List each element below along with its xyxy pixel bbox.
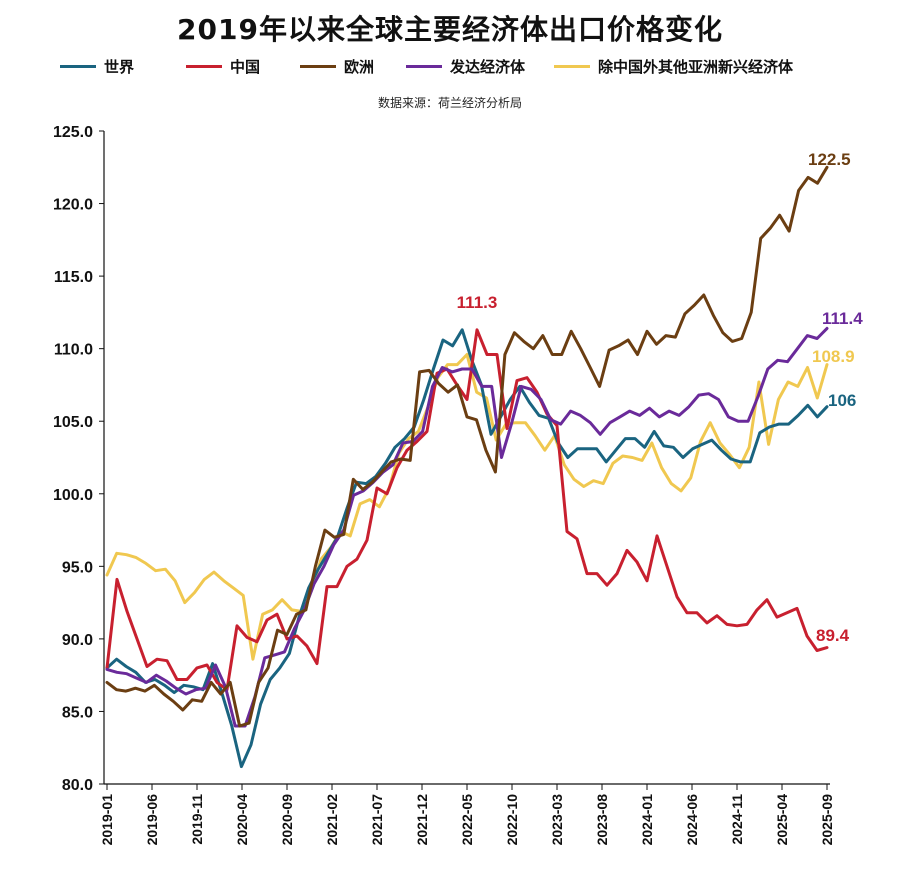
x-tick-label: 2019-06 (144, 794, 160, 846)
x-tick-label: 2020-09 (279, 794, 295, 846)
series-line-world (105, 328, 829, 769)
x-tick-label: 2024-11 (729, 794, 745, 845)
legend-label-europe: 欧洲 (344, 58, 375, 76)
x-tick-label: 2021-02 (324, 794, 340, 846)
y-tick-label: 105.0 (53, 414, 93, 431)
legend-item-world: 世界 (60, 56, 134, 77)
series-line-europe (105, 165, 829, 728)
y-tick-label: 85.0 (62, 704, 93, 721)
y-tick-label: 80.0 (62, 777, 93, 794)
end-label-world: 106 (828, 391, 856, 410)
legend-label-world: 世界 (104, 58, 135, 76)
series-line-developed (105, 326, 829, 728)
x-tick-label: 2021-07 (369, 794, 385, 846)
end-labels: 122.5 111.4 108.9 106 89.4 111.3 (457, 150, 864, 645)
legend-label-asia-emerging: 除中国外其他亚洲新兴经济体 (598, 58, 794, 76)
series-line-asia-emerging (105, 353, 829, 661)
end-label-asia-emerging: 108.9 (812, 347, 855, 366)
legend-item-china: 中国 (186, 56, 260, 77)
y-tick-label: 90.0 (62, 632, 93, 649)
x-tick-label: 2022-05 (459, 794, 475, 846)
legend-swatch-developed (406, 65, 442, 68)
legend-item-asia-emerging: 除中国外其他亚洲新兴经济体 (554, 56, 793, 77)
x-tick-label: 2023-03 (549, 794, 565, 846)
x-tick-label: 2019-01 (99, 794, 115, 846)
y-tick-label: 110.0 (54, 342, 93, 359)
y-tick-label: 95.0 (62, 559, 93, 576)
legend-label-china: 中国 (230, 58, 261, 76)
x-tick-label: 2024-06 (684, 794, 700, 846)
legend-swatch-china (186, 65, 222, 68)
y-tick-label: 125.0 (53, 124, 93, 141)
end-label-china: 89.4 (816, 626, 850, 645)
end-label-developed: 111.4 (822, 309, 863, 328)
legend-item-developed: 发达经济体 (406, 56, 525, 77)
x-tick-label: 2025-09 (819, 794, 835, 846)
end-label-europe: 122.5 (808, 150, 851, 169)
chart-title: 2019年以来全球主要经济体出口价格变化 (177, 13, 723, 46)
axes: 80.0 85.0 90.0 95.0 100.0 105.0 110.0 115.0 120.… (53, 124, 835, 845)
x-tick-label: 2020-04 (234, 794, 250, 846)
x-tick-label: 2022-10 (504, 794, 520, 846)
legend-label-developed: 发达经济体 (450, 58, 526, 76)
y-tick-label: 115.0 (54, 269, 93, 286)
x-tick-label: 2023-08 (594, 794, 610, 846)
peak-label-china: 111.3 (457, 293, 498, 312)
x-tick-label: 2019-11 (189, 794, 205, 845)
y-tick-label: 100.0 (53, 487, 93, 504)
legend-swatch-world (60, 65, 96, 68)
x-tick-label: 2024-01 (639, 794, 655, 846)
legend-swatch-europe (300, 65, 336, 68)
legend-swatch-asia-emerging (554, 65, 590, 68)
x-tick-label: 2021-12 (414, 794, 430, 846)
x-tick-label: 2025-04 (774, 794, 790, 846)
source-note: 数据来源：荷兰经济分析局 (377, 96, 522, 110)
legend: 世界 中国 欧洲 发达经济体 除中国外其他亚洲新兴经济体 (0, 56, 900, 80)
y-tick-label: 120.0 (53, 197, 93, 214)
series-lines (105, 165, 829, 769)
series-line-china (105, 328, 829, 692)
legend-item-europe: 欧洲 (300, 56, 374, 77)
